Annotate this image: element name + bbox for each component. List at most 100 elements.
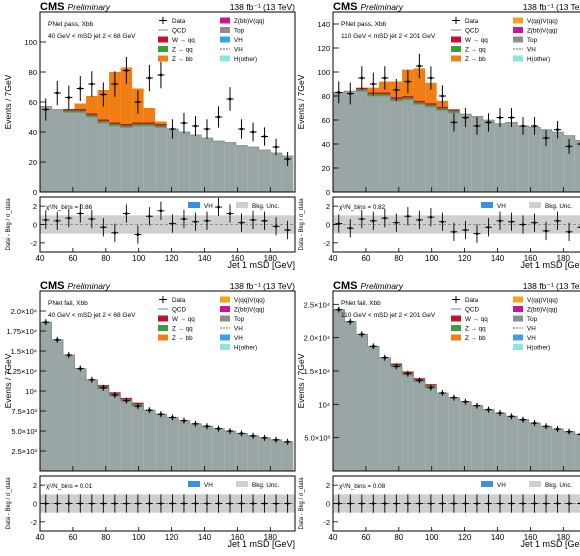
data-point [521, 418, 525, 422]
ratio-point [556, 219, 559, 223]
z-bb-bar [86, 96, 98, 117]
legend-label: Z(bb)V(qq) [527, 28, 557, 35]
qcd-bar [51, 339, 64, 471]
qcd-bar [448, 397, 460, 471]
ratio-point [429, 502, 433, 505]
data-point [371, 82, 375, 86]
x-tick-label: 40 [329, 254, 338, 263]
ratio-point [418, 218, 421, 222]
x-tick-label: 160 [231, 533, 245, 542]
ratio-legend-label: VH [204, 482, 213, 489]
qcd-bar [189, 423, 202, 471]
ratio-point [113, 231, 117, 235]
qcd-bar [356, 91, 368, 192]
ratio-point [159, 502, 163, 505]
qcd-bar [494, 413, 506, 471]
y-tick-label: 1.5×10⁴ [304, 367, 330, 376]
z-qq-bar [132, 124, 144, 126]
x-tick-label: 140 [198, 254, 212, 263]
ratio-y-axis-label: Data - Bkg / σ_data [299, 477, 305, 530]
data-point [510, 116, 513, 119]
x-tick-label: 80 [394, 254, 403, 263]
ratio-point [406, 502, 410, 505]
qcd-bar [448, 112, 460, 192]
data-point [182, 121, 186, 125]
data-point [217, 427, 220, 430]
qcd-bar [367, 346, 380, 471]
ratio-point [337, 222, 341, 225]
data-point [101, 93, 105, 96]
ratio-point [418, 502, 421, 505]
lumi-label: 138 fb⁻¹ (13 TeV) [230, 281, 295, 291]
ratio-point [487, 502, 490, 505]
qcd-bar [270, 153, 282, 192]
ratio-point [67, 216, 71, 220]
data-point [55, 338, 59, 342]
w-qq-bar [402, 96, 414, 98]
data-point [510, 414, 513, 418]
data-point [148, 408, 151, 412]
ratio-y-tick-label: -2 [30, 239, 37, 248]
z-bb-bar [109, 72, 121, 126]
z-qq-bar [436, 108, 449, 111]
ratio-y-tick-label: 2 [326, 481, 330, 490]
x-tick-label: 180 [264, 254, 278, 263]
ratio-point [125, 502, 128, 505]
tagger-label: PNet fail, Xbb [48, 300, 88, 307]
ratio-point [125, 212, 128, 215]
x-tick-label: 60 [68, 254, 77, 263]
ratio-point [372, 219, 375, 223]
data-point [228, 97, 232, 101]
legend-swatch [451, 315, 461, 322]
data-point [263, 135, 266, 138]
legend-label: Z → bb [465, 335, 486, 342]
qcd-bar [212, 141, 225, 192]
tagger-label: PNet fail, Xbb [341, 300, 381, 307]
ratio-point [251, 218, 255, 222]
x-tick-label: 60 [361, 533, 370, 542]
data-point [452, 121, 456, 124]
ratio-point [182, 502, 186, 505]
ratio-point [102, 225, 105, 229]
y-axis-label: Events / 7GeV [3, 353, 13, 408]
data-point [286, 157, 289, 161]
x-tick-label: 40 [329, 533, 338, 542]
x-tick-label: 160 [524, 533, 538, 542]
x-tick-label: 40 [36, 254, 45, 263]
ratio-point [251, 502, 255, 505]
legend-label: VH [234, 326, 243, 333]
ratio-y-tick-label: 0 [326, 500, 330, 509]
ratio-point [228, 502, 232, 505]
cms-title: CMS Preliminary [40, 280, 111, 292]
qcd-bar [379, 96, 391, 192]
y-axis-label: Events / 7GeV [3, 74, 13, 129]
chi2-label: χ²/N_bins = 0.08 [339, 483, 386, 490]
qcd-bar [459, 401, 472, 471]
ratio-point [498, 219, 502, 223]
y-tick-label: 80 [29, 68, 37, 77]
legend-swatch [513, 334, 523, 341]
qcd-bar [482, 120, 495, 192]
legend-swatch [158, 334, 168, 341]
ratio-point [171, 502, 174, 505]
ratio-point [567, 230, 571, 234]
ratio-point [452, 230, 456, 234]
qcd-bar [413, 104, 426, 192]
ratio-point [348, 502, 352, 505]
legend-label: Data [465, 297, 479, 304]
legend-label: Z → qq [465, 47, 486, 54]
qcd-bar [281, 156, 294, 192]
ratio-y-tick-label: 2 [326, 202, 330, 211]
ratio-legend-vh-swatch [481, 202, 493, 208]
ratio-point [372, 502, 375, 505]
w-qq-bar [132, 122, 144, 124]
legend-swatch [513, 315, 523, 322]
ratio-y-axis-label: Data - Bkg / σ_data [299, 198, 305, 251]
qcd-bar [459, 114, 472, 192]
data-point [67, 96, 71, 99]
legend-label: H(other) [234, 345, 257, 352]
data-point [348, 320, 352, 324]
x-tick-label: 180 [264, 533, 278, 542]
ratio-point [498, 502, 502, 505]
legend-label: Z(bb)V(qq) [527, 307, 557, 314]
